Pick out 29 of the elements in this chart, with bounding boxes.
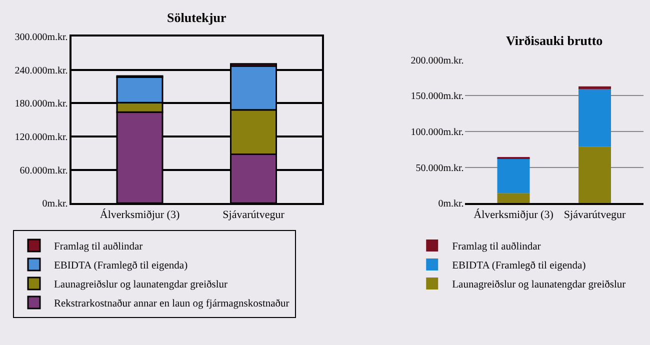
legend-label: Launagreiðslur og launatengdar greiðslur [452, 280, 626, 291]
y-tick-label: 120.000m.kr. [14, 132, 68, 144]
chart-title: Virðisauki brutto [506, 33, 603, 48]
x-tick-label: Sjávarútvegur [222, 209, 285, 222]
legend-label: Launagreiðslur og launatengdar greiðslur [54, 280, 228, 291]
y-tick-label: 60.000m.kr. [20, 165, 68, 176]
bar [578, 86, 611, 90]
x-tick-label: Sjávarútvegur [564, 209, 626, 222]
y-tick-label: 180.000m.kr. [14, 98, 68, 110]
x-tick-label: Álverksmiðjur (3) [100, 208, 180, 222]
y-tick-label: 300.000m.kr. [14, 32, 68, 44]
y-tick-label: 0m.kr. [438, 198, 464, 210]
legend-label: Framlag til auðlindar [54, 242, 144, 253]
y-tick-label: 50.000m.kr. [416, 162, 464, 174]
bar [578, 89, 611, 147]
y-tick-label: 200.000m.kr. [410, 55, 464, 66]
legend-label: Framlag til auðlindar [452, 242, 542, 253]
y-tick-label: 240.000m.kr. [14, 65, 68, 76]
y-tick-label: 150.000m.kr. [410, 91, 464, 102]
legend-label: Rekstrarkostnaður annar en laun og fjármagnskostnaður [54, 298, 290, 310]
x-tick-label: Álverksmiðjur (3) [474, 208, 554, 222]
bar [578, 146, 611, 204]
chart-title: Sölutekjur [167, 10, 226, 25]
legend-label: EBIDTA (Framlegð til eigenda) [452, 260, 586, 272]
y-tick-label: 100.000m.kr. [410, 127, 464, 138]
bar [497, 193, 530, 204]
y-tick-label: 0m.kr. [42, 198, 68, 210]
legend-label: EBIDTA (Framlegð til eigenda) [54, 260, 188, 272]
bar [497, 158, 530, 194]
